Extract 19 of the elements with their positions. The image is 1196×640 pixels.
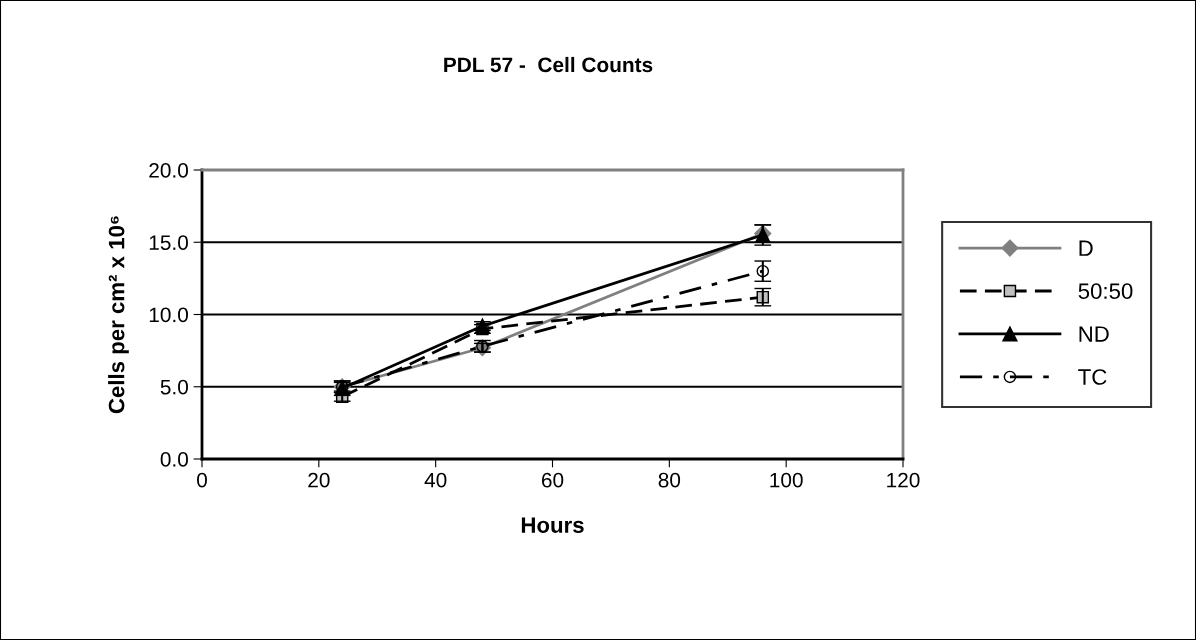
x-axis-title: Hours <box>521 517 584 533</box>
legend-label: 50:50 <box>1078 283 1133 299</box>
legend-label: D <box>1079 240 1093 256</box>
legend-label: ND <box>1079 326 1109 342</box>
y-tick-label: 20.0 <box>149 163 188 178</box>
y-tick-label: 0.0 <box>160 452 188 467</box>
x-tick-label: 0 <box>197 472 207 488</box>
y-tick-label: 10.0 <box>149 307 188 323</box>
x-tick-label: 40 <box>424 472 447 488</box>
x-tick-label: 80 <box>658 472 681 488</box>
legend-label: TC <box>1078 369 1107 385</box>
chart-title: PDL 57 - Cell Counts <box>444 56 653 73</box>
y-tick-label: 15.0 <box>149 235 188 250</box>
y-tick-label: 5.0 <box>160 379 188 395</box>
x-tick-label: 120 <box>887 472 920 488</box>
x-tick-label: 60 <box>541 472 564 488</box>
x-tick-label: 20 <box>308 472 330 488</box>
x-tick-label: 100 <box>770 472 803 488</box>
y-axis-title: Cells per cm² x 10⁶ <box>108 216 129 414</box>
